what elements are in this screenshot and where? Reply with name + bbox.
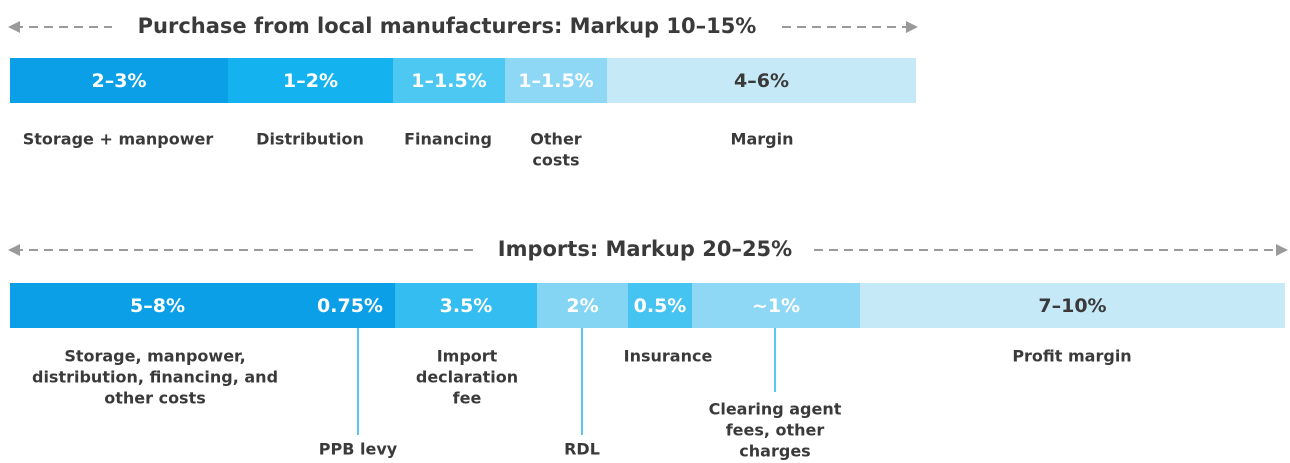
imports-section: Imports: Markup 20–25% [8, 237, 1288, 261]
segment-label: Distribution [256, 130, 364, 149]
segment-label: fees, other [726, 421, 825, 440]
segment-value: 0.5% [634, 295, 687, 317]
section-title: Purchase from local manufacturers: Marku… [138, 14, 757, 38]
segment-value: 2–3% [92, 70, 147, 92]
bar-segment [228, 58, 393, 103]
segment-value: 4–6% [734, 70, 789, 92]
bar-segment [607, 58, 916, 103]
segment-label: Import [437, 347, 498, 366]
segment-value: 3.5% [440, 295, 493, 317]
segment-label: fee [453, 389, 482, 408]
segment-value: 2% [566, 295, 598, 317]
bar-segment [692, 283, 860, 328]
segment-value: ~1% [752, 295, 800, 317]
bar-segment [10, 283, 305, 328]
segment-label: charges [739, 442, 810, 461]
segment-label: Profit margin [1012, 347, 1131, 366]
segment-value: 7–10% [1038, 295, 1106, 317]
segment-label: Financing [404, 130, 492, 149]
segment-value: 1–2% [283, 70, 338, 92]
bar-segment [537, 283, 628, 328]
segment-value: 0.75% [317, 295, 383, 317]
segment-label: distribution, financing, and [32, 368, 278, 387]
segment-label: declaration [416, 368, 518, 387]
section-title: Imports: Markup 20–25% [498, 237, 792, 261]
segment-label: RDL [564, 440, 600, 459]
segment-label: Other [530, 130, 581, 149]
bar-segment [305, 283, 395, 328]
segment-value: 1–1.5% [411, 70, 486, 92]
bar-segment [395, 283, 537, 328]
segment-label: other costs [104, 389, 206, 408]
segment-label: Insurance [624, 347, 713, 366]
local-section: Purchase from local manufacturers: Marku… [8, 14, 918, 38]
bar-segment [10, 58, 228, 103]
bar-segment [628, 283, 692, 328]
bar-segment [860, 283, 1285, 328]
segment-label: Storage, manpower, [64, 347, 245, 366]
segment-label: Margin [731, 130, 794, 149]
segment-label: Storage + manpower [23, 130, 214, 149]
segment-value: 1–1.5% [518, 70, 593, 92]
segment-label: Clearing agent [709, 400, 842, 419]
bar-segment [393, 58, 505, 103]
segment-label: costs [532, 151, 579, 170]
segment-label: PPB levy [319, 440, 398, 459]
segment-value: 5–8% [130, 295, 185, 317]
bar-segment [505, 58, 607, 103]
